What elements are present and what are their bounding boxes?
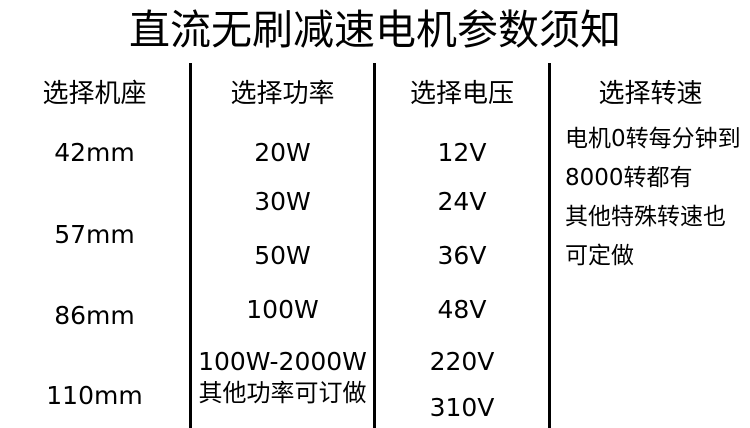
page-title: 直流无刷减速电机参数须知 [129,6,621,54]
cell-speed-3: 可定做 [565,243,634,269]
column-voltage: 选择电压 12V 24V 36V 48V 220V 310V [376,63,548,428]
cell-power-0: 20W [254,138,311,167]
cell-speed-1: 8000转都有 [565,165,693,191]
cell-frame-size-1: 57mm [54,220,135,249]
column-header-frame-size: 选择机座 [42,79,147,109]
cell-power-5: 其他功率可订做 [198,379,367,407]
column-speed: 选择转速 电机0转每分钟到 8000转都有 其他特殊转速也 可定做 [551,63,750,428]
column-power: 选择功率 20W 30W 50W 100W 100W-2000W 其他功率可订做 [192,63,373,428]
cell-voltage-5: 310V [429,393,495,422]
cell-voltage-4: 220V [429,347,495,376]
column-divider-3 [548,63,551,428]
cell-frame-size-3: 110mm [46,381,143,410]
cell-voltage-3: 48V [437,295,487,324]
cell-speed-2: 其他特殊转速也 [565,204,726,230]
column-divider-2 [373,63,376,428]
column-divider-1 [189,63,192,428]
cell-speed-0: 电机0转每分钟到 [565,126,741,152]
cell-frame-size-0: 42mm [54,138,135,167]
column-header-voltage: 选择电压 [409,79,514,109]
column-header-speed: 选择转速 [598,79,703,109]
cell-voltage-2: 36V [437,241,487,270]
cell-frame-size-2: 86mm [54,301,135,330]
cell-power-4: 100W-2000W [198,347,367,376]
cell-voltage-0: 12V [437,138,487,167]
cell-voltage-1: 24V [437,187,487,216]
cell-power-2: 50W [254,241,311,270]
column-frame-size: 选择机座 42mm 57mm 86mm 110mm [0,63,189,428]
cell-power-1: 30W [254,187,311,216]
cell-power-3: 100W [246,295,319,324]
column-header-power: 选择功率 [230,79,335,109]
